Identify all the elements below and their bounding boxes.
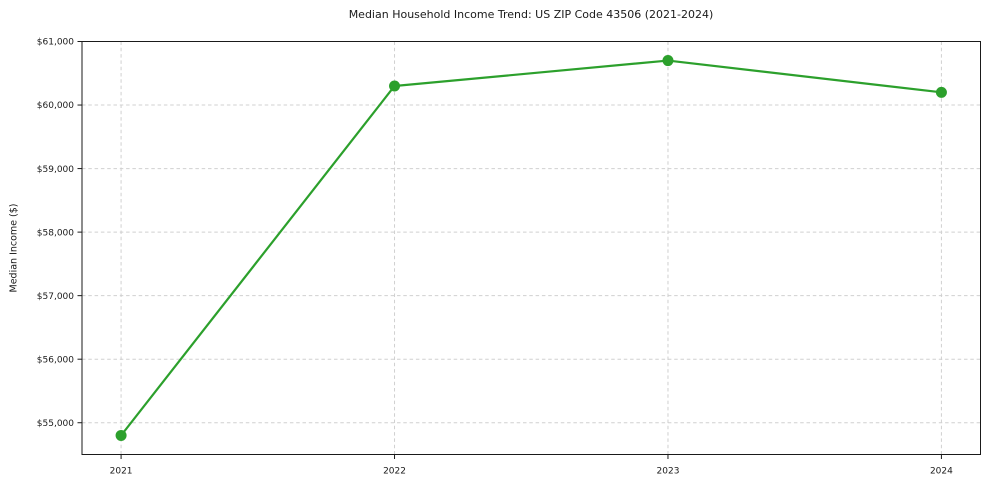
trend-line [119,59,943,437]
y-tick-label: $60,000 [37,101,74,111]
y-tick-label: $61,000 [37,38,74,48]
y-tick-label: $58,000 [37,228,74,238]
x-tick-label: 2022 [383,467,406,477]
x-tick-label: 2023 [657,467,680,477]
y-tick-label: $56,000 [37,355,74,365]
y-tick-label: $55,000 [37,419,74,429]
chart-title: Median Household Income Trend: US ZIP Co… [348,8,714,21]
data-point-marker [662,55,674,67]
data-point-marker [389,80,401,92]
data-point-marker [935,86,947,98]
y-tick-label: $59,000 [37,165,74,175]
x-tick-label: 2024 [930,467,953,477]
x-tick-label: 2021 [110,467,133,477]
y-tick-label: $57,000 [37,292,74,302]
data-point-marker [115,429,127,441]
plot-border [81,41,981,455]
